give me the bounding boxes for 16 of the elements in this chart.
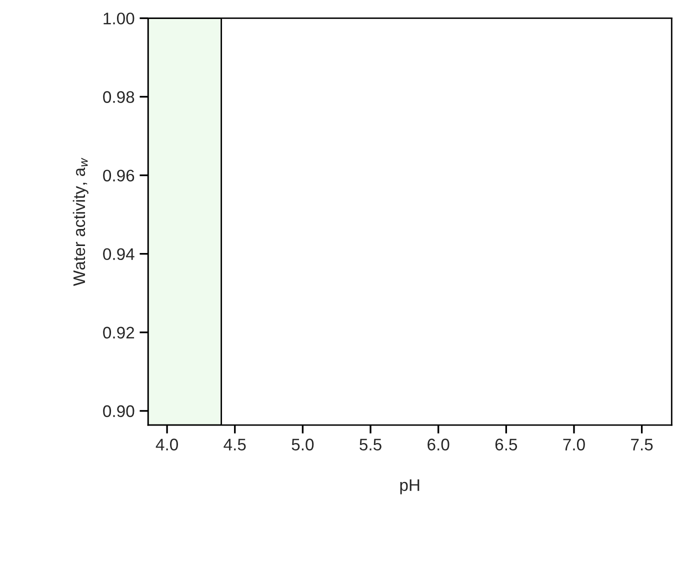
x-tick-label: 5.0 xyxy=(292,438,314,450)
y-tick-label: 0.92 xyxy=(103,326,134,339)
x-tick-label: 6.0 xyxy=(428,438,450,450)
x-tick-label: 6.5 xyxy=(495,438,518,450)
x-tick-label: 4.5 xyxy=(224,438,246,450)
x-tick-label: 7.5 xyxy=(631,438,653,450)
x-tick-label: 5.5 xyxy=(360,438,382,450)
x-tick-label: 4.0 xyxy=(156,438,178,450)
y-tick-label: 0.90 xyxy=(103,405,134,418)
x-tick-label: 7.0 xyxy=(563,438,585,450)
y-axis-title: Water activity, a$_{w}$ xyxy=(72,158,88,286)
y-tick-label: 0.98 xyxy=(103,91,134,103)
x-axis-title: pH xyxy=(400,479,420,494)
y-tick-label: 0.94 xyxy=(103,248,134,260)
y-tick-label: 1.00 xyxy=(104,12,134,24)
y-tick-label: 0.96 xyxy=(103,170,134,182)
